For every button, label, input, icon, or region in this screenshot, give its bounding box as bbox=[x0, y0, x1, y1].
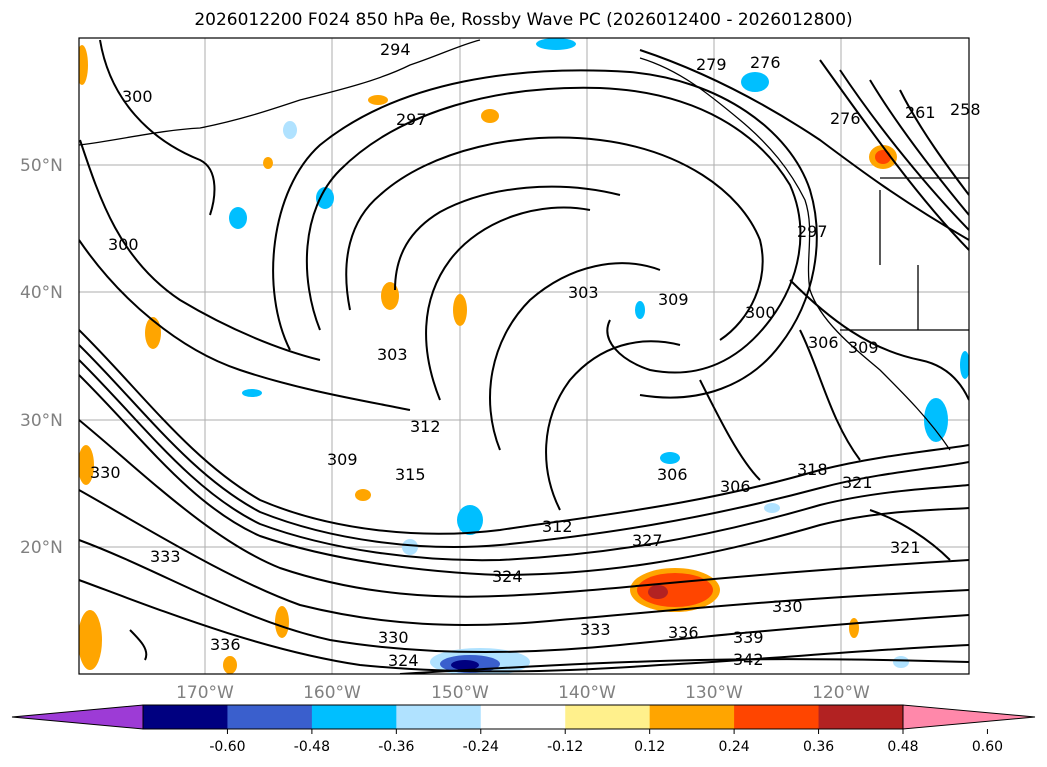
contour-label: 306 bbox=[720, 477, 751, 496]
contour-label: 258 bbox=[950, 100, 981, 119]
contour-label: 309 bbox=[327, 450, 358, 469]
contour-label: 315 bbox=[395, 465, 426, 484]
contour-label: 312 bbox=[410, 417, 441, 436]
theta-e-contours bbox=[79, 39, 969, 674]
colorbar-tick-label: 0.36 bbox=[803, 739, 834, 755]
colorbar-segment bbox=[818, 705, 904, 729]
contour-label: 300 bbox=[745, 303, 776, 322]
contour-label: 312 bbox=[542, 517, 573, 536]
contour-label: 333 bbox=[580, 620, 611, 639]
anomaly-shading bbox=[79, 38, 969, 674]
contour-label: 303 bbox=[568, 283, 599, 302]
colorbar-segment bbox=[396, 705, 482, 729]
colorbar-tick-label: -0.60 bbox=[209, 739, 245, 755]
lon-label-130w: 130°W bbox=[685, 683, 743, 703]
contour-label: 300 bbox=[122, 87, 153, 106]
contour-label: 303 bbox=[377, 345, 408, 364]
coastlines bbox=[79, 39, 969, 451]
contour-label: 330 bbox=[378, 628, 409, 647]
contour-label: 276 bbox=[750, 53, 781, 72]
colorbar-segment bbox=[143, 705, 228, 729]
map-panel bbox=[79, 38, 969, 674]
colorbar-tick-label: 0.12 bbox=[634, 739, 665, 755]
contour-labels: 294 297 300 300 303 303 306 306 309 309 … bbox=[90, 40, 981, 670]
lat-label-50n: 50°N bbox=[20, 156, 63, 176]
contour-label: 321 bbox=[890, 538, 921, 557]
map-title: 2026012200 F024 850 hPa θe, Rossby Wave … bbox=[194, 10, 853, 30]
lat-label-30n: 30°N bbox=[20, 411, 63, 431]
contour-label: 300 bbox=[108, 235, 139, 254]
contour-label: 339 bbox=[733, 628, 764, 647]
contour-label: 333 bbox=[150, 547, 181, 566]
contour-label: 336 bbox=[668, 623, 699, 642]
colorbar-tick-label: 0.60 bbox=[972, 739, 1003, 755]
colorbar-tick-label: -0.36 bbox=[378, 739, 414, 755]
colorbar-tick-label: -0.48 bbox=[294, 739, 330, 755]
contour-label: 342 bbox=[733, 650, 764, 669]
contour-label: 261 bbox=[905, 103, 936, 122]
colorbar-tick-label: -0.24 bbox=[463, 739, 499, 755]
colorbar-segment bbox=[565, 705, 651, 729]
lon-label-160w: 160°W bbox=[303, 683, 361, 703]
contour-label: 321 bbox=[842, 473, 873, 492]
lon-label-170w: 170°W bbox=[176, 683, 234, 703]
contour-label: 309 bbox=[658, 290, 689, 309]
colorbar-tick-label: 0.24 bbox=[719, 739, 750, 755]
colorbar-tick-label: 0.48 bbox=[887, 739, 918, 755]
contour-label: 324 bbox=[388, 651, 419, 670]
contour-label: 336 bbox=[210, 635, 241, 654]
colorbar-segment bbox=[227, 705, 313, 729]
lon-label-140w: 140°W bbox=[558, 683, 616, 703]
lat-label-40n: 40°N bbox=[20, 283, 63, 303]
colorbar-segment bbox=[734, 705, 820, 729]
contour-label: 297 bbox=[797, 222, 828, 241]
contour-label: 318 bbox=[797, 460, 828, 479]
contour-label: 279 bbox=[696, 55, 727, 74]
colorbar-segment bbox=[311, 705, 397, 729]
contour-label: 294 bbox=[380, 40, 411, 59]
map-frame bbox=[78, 37, 970, 675]
contour-label: 309 bbox=[848, 338, 879, 357]
colorbar: -0.60 -0.48 -0.36 -0.24 -0.12 0.12 0.24 0.36 0.4… bbox=[11, 704, 1036, 755]
contour-label: 330 bbox=[772, 597, 803, 616]
contour-label: 306 bbox=[657, 465, 688, 484]
colorbar-tick-label: -0.12 bbox=[547, 739, 583, 755]
colorbar-segment bbox=[480, 705, 566, 729]
contour-label: 306 bbox=[808, 333, 839, 352]
contour-label: 324 bbox=[492, 567, 523, 586]
contour-label: 330 bbox=[90, 463, 121, 482]
colorbar-segment bbox=[649, 705, 735, 729]
contour-label: 297 bbox=[396, 110, 427, 129]
contour-label: 327 bbox=[632, 531, 663, 550]
contour-label: 276 bbox=[830, 109, 861, 128]
lon-label-150w: 150°W bbox=[431, 683, 489, 703]
colorbar-extend-high bbox=[902, 704, 1036, 730]
colorbar-extend-low bbox=[11, 704, 144, 730]
colorbar-frame bbox=[142, 704, 904, 730]
lon-label-120w: 120°W bbox=[812, 683, 870, 703]
lat-label-20n: 20°N bbox=[20, 538, 63, 558]
